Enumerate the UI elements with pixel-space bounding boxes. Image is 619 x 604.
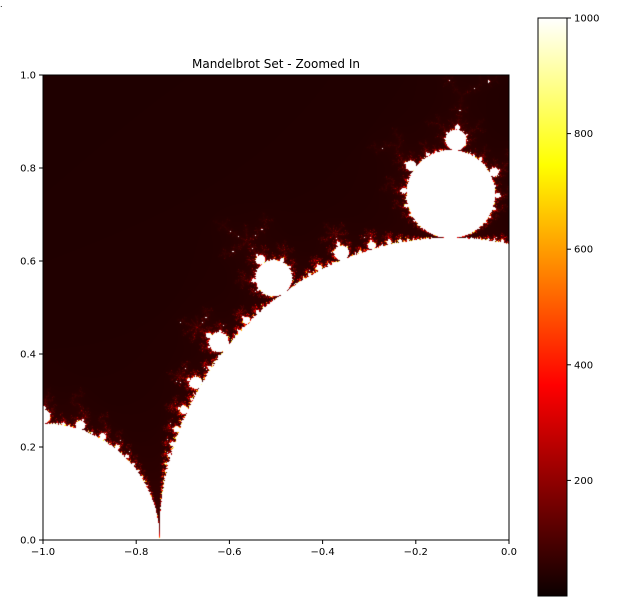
plot-frame <box>42 74 510 541</box>
x-tick-label: −0.6 <box>217 547 241 558</box>
corner-mark: . <box>0 0 3 9</box>
x-tick-label: −1.0 <box>31 547 55 558</box>
y-tick-label: 0.2 <box>20 443 36 454</box>
colorbar-tick-label: 400 <box>574 360 593 371</box>
y-tick-label: 0.6 <box>20 257 36 268</box>
colorbar-tick-label: 600 <box>574 245 593 256</box>
x-axis: −1.0 −0.8 −0.6 −0.4 −0.2 0.0 <box>31 540 517 558</box>
x-tick-label: 0.0 <box>501 547 517 558</box>
colorbar: 200 400 600 800 1000 <box>537 14 599 597</box>
heatmap-image <box>43 75 509 540</box>
colorbar-tick-label: 1000 <box>574 14 599 25</box>
y-tick-label: 0.4 <box>20 350 36 361</box>
x-tick-label: −0.8 <box>124 547 148 558</box>
y-tick-label: 1.0 <box>20 71 36 82</box>
y-axis: 0.0 0.2 0.4 0.6 0.8 1.0 <box>20 71 43 547</box>
y-tick-label: 0.0 <box>20 536 36 547</box>
colorbar-ticks: 200 400 600 800 1000 <box>567 14 599 487</box>
colorbar-tick-label: 200 <box>574 476 593 487</box>
colorbar-tick-label: 800 <box>574 129 593 140</box>
plot-area <box>42 74 510 541</box>
x-tick-label: −0.2 <box>404 547 428 558</box>
y-tick-label: 0.8 <box>20 164 36 175</box>
colorbar-gradient <box>538 18 567 596</box>
x-tick-label: −0.4 <box>310 547 334 558</box>
chart-title: Mandelbrot Set - Zoomed In <box>192 57 360 71</box>
colorbar-frame <box>537 17 568 597</box>
